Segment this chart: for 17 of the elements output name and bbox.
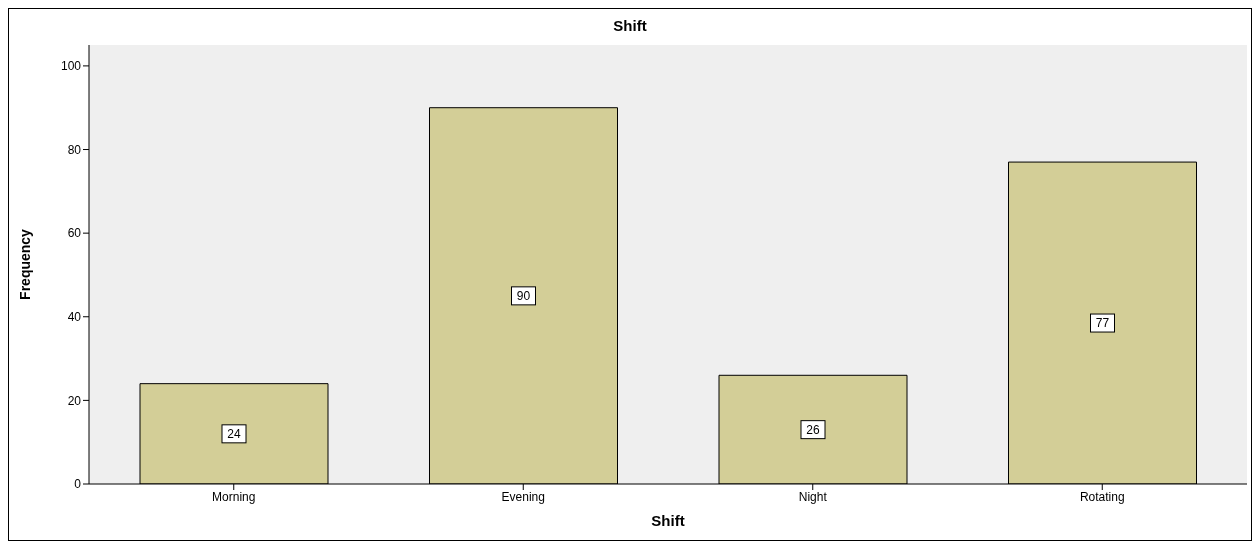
x-axis-title: Shift [651, 512, 685, 529]
data-label: 24 [227, 426, 241, 441]
data-label: 26 [806, 422, 820, 437]
y-tick-label: 100 [60, 59, 82, 74]
data-label: 90 [516, 288, 531, 303]
data-label: 77 [1095, 316, 1110, 331]
y-tick-label: 40 [67, 310, 82, 325]
y-axis-title: Frequency [16, 228, 33, 300]
x-tick-label: Morning [212, 489, 256, 504]
y-tick-label: 20 [67, 393, 82, 408]
y-tick-label: 80 [67, 142, 82, 157]
y-tick-label: 60 [67, 226, 82, 241]
chart-title: Shift [612, 17, 648, 34]
x-tick-label: Night [798, 489, 828, 504]
x-tick-label: Rotating [1079, 489, 1125, 504]
y-tick-label: 0 [74, 477, 82, 492]
x-tick-label: Evening [501, 489, 545, 504]
